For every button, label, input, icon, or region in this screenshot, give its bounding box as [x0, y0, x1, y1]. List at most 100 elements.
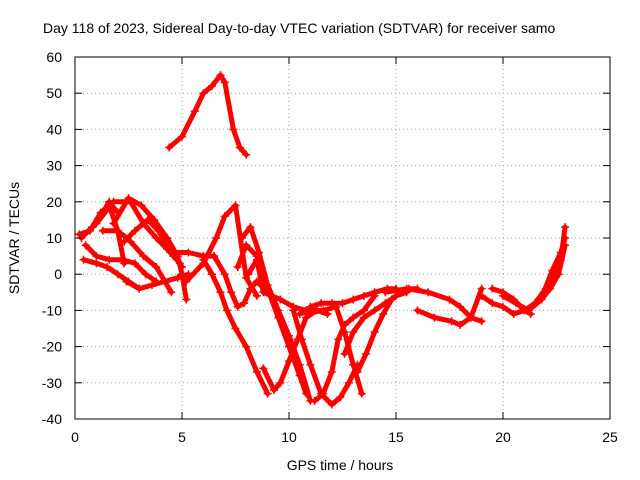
- data-point: [548, 266, 557, 275]
- data-point: [92, 259, 101, 268]
- data-point: [160, 277, 169, 286]
- series-arc-10: [122, 270, 193, 293]
- data-point: [154, 226, 163, 235]
- series-track: [211, 253, 271, 310]
- x-axis-label: GPS time / hours: [287, 457, 394, 473]
- data-point: [79, 255, 88, 264]
- data-point: [92, 252, 101, 261]
- data-point: [387, 295, 396, 304]
- data-point: [240, 299, 249, 308]
- series-track: [123, 271, 191, 292]
- data-point: [235, 143, 244, 152]
- data-point: [456, 320, 465, 329]
- data-point: [524, 306, 533, 315]
- data-point: [152, 234, 161, 242]
- data-point: [233, 302, 242, 311]
- data-point: [334, 335, 343, 344]
- y-tick-label: -30: [42, 375, 62, 391]
- data-point: [359, 291, 368, 300]
- data-point: [295, 310, 304, 319]
- data-point: [212, 234, 221, 242]
- data-point: [285, 357, 293, 366]
- data-point: [276, 295, 285, 304]
- data-point: [349, 328, 358, 337]
- data-point: [531, 299, 540, 308]
- series-arc-11: [199, 255, 272, 398]
- data-point: [182, 277, 191, 286]
- y-tick-label: 10: [46, 230, 62, 246]
- data-point: [252, 367, 261, 376]
- data-point: [210, 252, 219, 261]
- data-point: [349, 313, 358, 322]
- data-point: [370, 328, 379, 337]
- data-point: [297, 335, 306, 344]
- data-point: [137, 201, 146, 210]
- x-tick-label: 5: [178, 429, 186, 445]
- data-point: [327, 367, 336, 376]
- axis-ticks: 0 5 10 15 20 25 -40 -30 -20 -10 0 10 20 30 40 50 60: [42, 49, 618, 445]
- data-point: [381, 288, 390, 297]
- data-point: [340, 349, 349, 358]
- data-point: [252, 255, 261, 264]
- data-point: [336, 393, 345, 402]
- data-point: [148, 281, 157, 290]
- data-point: [199, 89, 208, 98]
- y-tick-label: 50: [46, 85, 62, 101]
- data-point: [359, 306, 368, 315]
- data-point: [302, 313, 311, 322]
- data-point: [113, 270, 122, 279]
- data-point: [310, 396, 319, 405]
- data-point: [246, 284, 255, 293]
- data-point: [227, 288, 236, 297]
- data-point: [509, 310, 518, 319]
- data-point: [340, 320, 349, 329]
- data-point: [556, 248, 565, 257]
- x-tick-label: 20: [495, 429, 511, 445]
- data-point: [362, 349, 371, 358]
- data-point: [207, 81, 216, 90]
- data-point: [242, 342, 251, 351]
- data-point: [327, 299, 336, 308]
- data-point: [370, 306, 379, 315]
- series-track: [235, 242, 309, 397]
- data-point: [103, 262, 112, 271]
- data-point: [289, 306, 298, 315]
- data-point: [139, 252, 148, 261]
- data-point: [135, 284, 144, 293]
- series-arc-21: [310, 291, 379, 405]
- x-tick-label: 25: [602, 429, 618, 445]
- data-point: [539, 288, 548, 297]
- data-point: [477, 317, 486, 326]
- data-point: [285, 342, 293, 351]
- data-point: [122, 277, 131, 286]
- data-point: [242, 150, 251, 159]
- gridlines: [75, 57, 610, 419]
- data-point: [511, 299, 520, 308]
- data-point: [152, 262, 161, 271]
- data-point: [402, 284, 411, 293]
- y-tick-label: 0: [54, 266, 62, 282]
- data-point: [477, 284, 486, 293]
- data-point: [488, 299, 497, 308]
- data-point: [109, 219, 118, 228]
- data-point: [178, 132, 186, 141]
- y-tick-label: -20: [42, 339, 62, 355]
- data-point: [379, 310, 388, 319]
- data-point: [120, 237, 129, 246]
- data-point: [327, 400, 336, 409]
- series-track: [414, 286, 485, 328]
- data-point: [499, 291, 507, 300]
- series-arc-15: [233, 241, 311, 398]
- y-axis-label: SDTVAR / TECUs: [6, 182, 22, 294]
- data-point: [244, 270, 253, 279]
- data-point: [207, 270, 216, 279]
- data-point: [447, 317, 456, 326]
- data-point: [263, 389, 272, 398]
- data-point: [456, 302, 465, 311]
- data-point: [220, 270, 229, 279]
- data-point: [231, 324, 240, 333]
- data-point: [319, 306, 328, 315]
- series-arc-29: [531, 234, 570, 308]
- data-point: [370, 291, 379, 300]
- y-tick-label: 30: [46, 158, 62, 174]
